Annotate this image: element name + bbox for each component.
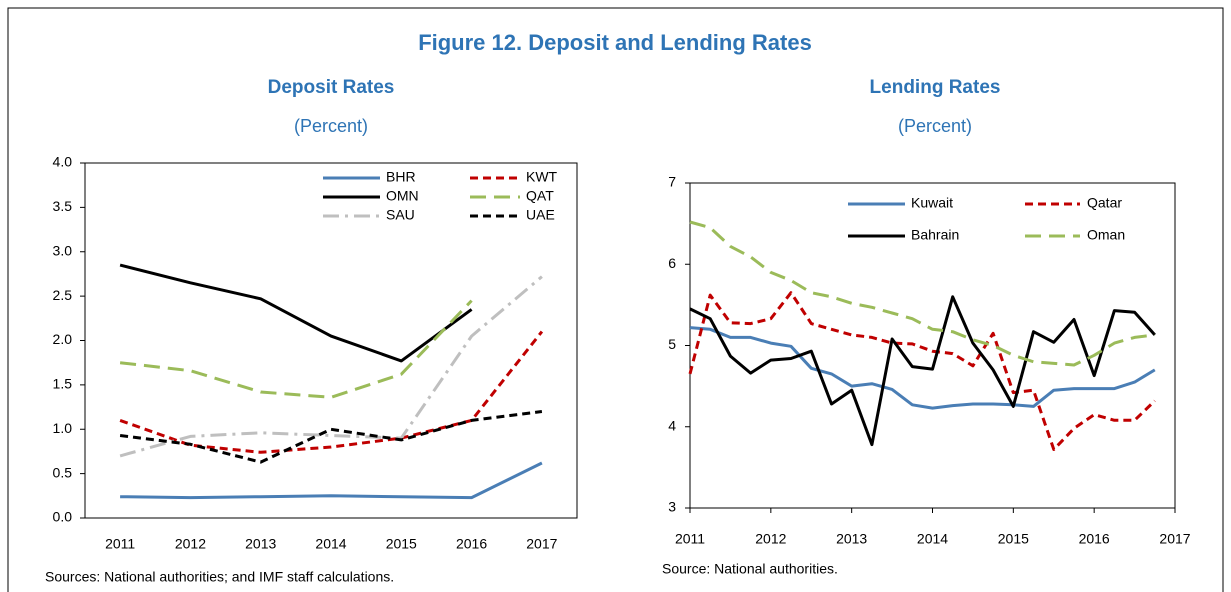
series-line <box>119 263 473 363</box>
legend-label: SAU <box>386 207 415 223</box>
legend-label: OMN <box>386 188 419 204</box>
y-tick-label: 3.5 <box>53 198 73 214</box>
series-line <box>119 299 473 399</box>
x-tick-label: 2014 <box>917 531 948 547</box>
legend-label: BHR <box>386 169 416 185</box>
series-line <box>689 326 1156 410</box>
y-tick-label: 0.5 <box>53 464 73 480</box>
y-tick-label: 5 <box>668 336 676 352</box>
y-tick-label: 6 <box>668 255 676 271</box>
series-line <box>689 220 1155 367</box>
x-tick-label: 2016 <box>1079 531 1110 547</box>
chart-subtitle: (Percent) <box>294 116 368 136</box>
x-tick-label: 2013 <box>836 531 867 547</box>
x-tick-label: 2014 <box>315 536 346 552</box>
legend-label: Oman <box>1087 227 1125 243</box>
y-tick-label: 2.5 <box>53 287 73 303</box>
x-tick-label: 2015 <box>386 536 417 552</box>
chart-title: Lending Rates <box>870 77 1001 98</box>
y-tick-label: 3 <box>668 499 676 515</box>
legend-label: Bahrain <box>911 227 959 243</box>
legend-label: Kuwait <box>911 195 953 211</box>
figure-border <box>7 7 1224 592</box>
x-tick-label: 2016 <box>456 536 487 552</box>
x-tick-label: 2015 <box>998 531 1029 547</box>
y-tick-label: 1.0 <box>53 420 73 436</box>
chart-title: Deposit Rates <box>268 77 395 98</box>
y-tick-label: 4 <box>668 417 676 433</box>
source-note: Source: National authorities. <box>662 561 838 577</box>
x-tick-label: 2011 <box>105 536 135 552</box>
x-tick-label: 2017 <box>1159 531 1190 547</box>
series-line <box>119 275 543 458</box>
y-tick-label: 7 <box>668 174 676 190</box>
figure-title: Figure 12. Deposit and Lending Rates <box>418 30 812 55</box>
series-line <box>119 410 543 464</box>
y-tick-label: 0.0 <box>53 509 73 525</box>
series-line <box>689 295 1156 447</box>
series-line <box>119 330 544 454</box>
legend-label: QAT <box>526 188 554 204</box>
x-tick-label: 2012 <box>175 536 206 552</box>
legend-label: UAE <box>526 207 555 223</box>
series-line <box>688 291 1156 451</box>
x-tick-label: 2012 <box>755 531 786 547</box>
x-tick-label: 2017 <box>526 536 557 552</box>
y-tick-label: 1.5 <box>53 376 73 392</box>
legend-label: KWT <box>526 169 558 185</box>
x-tick-label: 2011 <box>675 531 705 547</box>
chart-subtitle: (Percent) <box>898 116 972 136</box>
source-note: Sources: National authorities; and IMF s… <box>45 569 394 585</box>
series-line <box>120 461 543 500</box>
legend-label: Qatar <box>1087 195 1122 211</box>
y-tick-label: 4.0 <box>53 154 73 170</box>
y-tick-label: 2.0 <box>53 331 73 347</box>
x-tick-label: 2013 <box>245 536 276 552</box>
y-tick-label: 3.0 <box>53 242 73 258</box>
